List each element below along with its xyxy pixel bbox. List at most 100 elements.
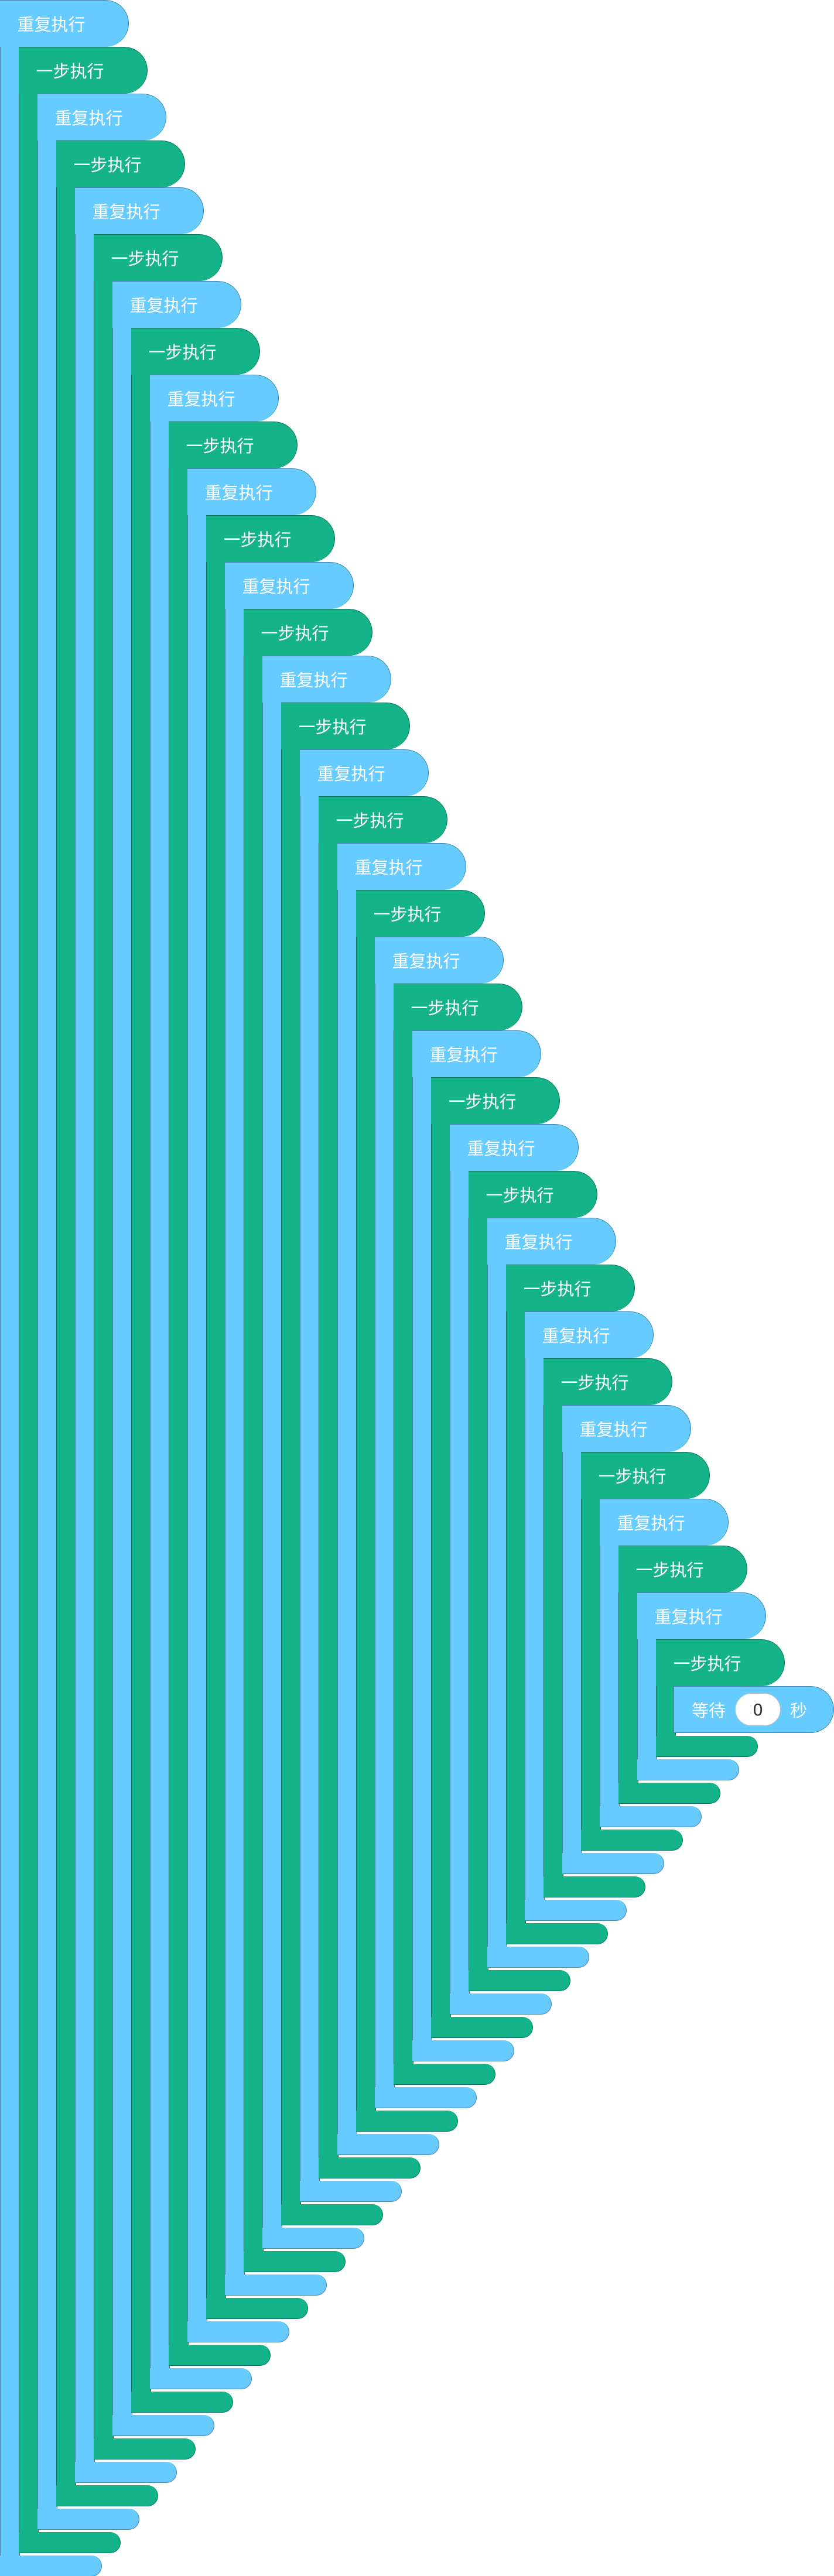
block-bottom-arm xyxy=(562,1852,664,1874)
repeat-block[interactable]: 重复执行 xyxy=(337,842,466,2155)
repeat-block[interactable]: 重复执行 xyxy=(412,1030,541,2061)
step-block-label: 一步执行 xyxy=(580,1451,710,1499)
step-block-label: 一步执行 xyxy=(356,889,485,937)
block-bottom-arm xyxy=(318,2157,421,2178)
repeat-block-label: 重复执行 xyxy=(262,655,391,703)
step-block[interactable]: 一步执行 xyxy=(543,1358,672,1897)
block-bottom-arm xyxy=(224,2274,327,2296)
step-block[interactable]: 一步执行 xyxy=(618,1545,747,1804)
step-block-label: 一步执行 xyxy=(393,983,522,1030)
repeat-block-label: 重复执行 xyxy=(637,1592,766,1639)
step-block-label: 一步执行 xyxy=(131,327,260,375)
step-block[interactable]: 一步执行 xyxy=(393,983,522,2085)
repeat-block[interactable]: 重复执行 xyxy=(112,280,241,2436)
block-bottom-arm xyxy=(487,1946,589,1968)
block-bottom-arm xyxy=(168,2344,271,2366)
repeat-block-label: 重复执行 xyxy=(412,1030,541,1077)
block-bottom-arm xyxy=(281,2204,383,2225)
repeat-block-label: 重复执行 xyxy=(524,1311,654,1358)
block-bottom-arm xyxy=(74,2461,177,2483)
repeat-block-label: 重复执行 xyxy=(74,187,204,234)
step-block[interactable]: 一步执行 xyxy=(93,234,223,2459)
block-bottom-arm xyxy=(112,2414,214,2436)
repeat-block[interactable]: 重复执行 xyxy=(299,749,429,2202)
wait-block[interactable]: 等待 0 秒 xyxy=(674,1686,834,1733)
step-block[interactable]: 一步执行 xyxy=(580,1451,710,1851)
block-bottom-arm xyxy=(599,1806,702,1827)
repeat-block-label: 重复执行 xyxy=(599,1498,729,1546)
step-block-label: 一步执行 xyxy=(618,1545,747,1592)
repeat-block-label: 重复执行 xyxy=(187,468,316,515)
step-block[interactable]: 一步执行 xyxy=(318,796,447,2178)
repeat-block[interactable]: 重复执行 xyxy=(524,1311,654,1921)
block-bottom-arm xyxy=(543,1876,645,1897)
repeat-block[interactable]: 重复执行 xyxy=(562,1405,691,1874)
repeat-block-label: 重复执行 xyxy=(299,749,429,796)
repeat-block-label: 重复执行 xyxy=(374,936,504,984)
repeat-block[interactable]: 重复执行 xyxy=(224,561,354,2296)
block-bottom-arm xyxy=(580,1829,683,1851)
block-bottom-arm xyxy=(206,2297,308,2319)
repeat-block[interactable]: 重复执行 xyxy=(74,187,204,2483)
block-bottom-arm xyxy=(374,2087,477,2108)
step-block[interactable]: 一步执行 xyxy=(206,515,335,2319)
step-block[interactable]: 一步执行 xyxy=(56,140,185,2506)
step-block-label: 一步执行 xyxy=(206,515,335,562)
block-bottom-arm xyxy=(637,1759,739,1780)
block-bottom-arm xyxy=(243,2250,346,2272)
step-block[interactable]: 一步执行 xyxy=(356,889,485,2132)
repeat-block-label: 重复执行 xyxy=(562,1405,691,1452)
step-block-label: 一步执行 xyxy=(18,46,148,94)
step-block-label: 一步执行 xyxy=(655,1639,785,1686)
wait-unit-label: 秒 xyxy=(790,1701,808,1721)
step-block[interactable]: 一步执行 xyxy=(468,1170,597,1991)
repeat-block[interactable]: 重复执行 xyxy=(599,1498,729,1827)
repeat-block-label: 重复执行 xyxy=(37,93,166,141)
step-block[interactable]: 一步执行 xyxy=(655,1639,785,1757)
step-block[interactable]: 一步执行 xyxy=(281,702,410,2225)
block-bottom-arm xyxy=(618,1782,720,1804)
wait-label: 等待 xyxy=(692,1701,726,1721)
step-block-label: 一步执行 xyxy=(168,421,298,468)
block-bottom-arm xyxy=(655,1735,758,1757)
block-bottom-arm xyxy=(356,2110,458,2132)
repeat-block[interactable]: 重复执行 xyxy=(0,0,129,2576)
repeat-block[interactable]: 重复执行 xyxy=(637,1592,766,1780)
block-bottom-arm xyxy=(149,2368,252,2389)
block-bottom-arm xyxy=(449,1993,552,2015)
block-bottom-arm xyxy=(412,2040,514,2061)
repeat-block-label: 重复执行 xyxy=(149,374,279,422)
repeat-block[interactable]: 重复执行 xyxy=(449,1123,579,2015)
step-block[interactable]: 一步执行 xyxy=(168,421,298,2366)
repeat-block[interactable]: 重复执行 xyxy=(149,374,279,2389)
block-bottom-arm xyxy=(18,2532,121,2553)
block-bottom-arm xyxy=(56,2485,158,2506)
repeat-block[interactable]: 重复执行 xyxy=(487,1217,616,1968)
repeat-block-label: 重复执行 xyxy=(449,1123,579,1171)
step-block-label: 一步执行 xyxy=(93,234,223,281)
block-bottom-arm xyxy=(131,2391,233,2413)
block-bottom-arm xyxy=(505,1923,608,1944)
repeat-block[interactable]: 重复执行 xyxy=(187,468,316,2342)
block-bottom-arm xyxy=(524,1899,627,1921)
block-bottom-arm xyxy=(0,2555,102,2576)
step-block[interactable]: 一步执行 xyxy=(18,46,148,2553)
step-block-label: 一步执行 xyxy=(430,1077,560,1124)
repeat-block[interactable]: 重复执行 xyxy=(262,655,391,2249)
step-block[interactable]: 一步执行 xyxy=(243,608,372,2272)
step-block-label: 一步执行 xyxy=(468,1170,597,1218)
block-bottom-arm xyxy=(430,2016,533,2038)
step-block-label: 一步执行 xyxy=(243,608,372,656)
repeat-block[interactable]: 重复执行 xyxy=(37,93,166,2530)
step-block-label: 一步执行 xyxy=(281,702,410,749)
block-bottom-arm xyxy=(37,2508,139,2530)
step-block-label: 一步执行 xyxy=(318,796,447,843)
step-block[interactable]: 一步执行 xyxy=(430,1077,560,2038)
block-bottom-arm xyxy=(262,2227,364,2249)
step-block[interactable]: 一步执行 xyxy=(131,327,260,2413)
block-bottom-arm xyxy=(187,2321,289,2342)
wait-seconds-input[interactable]: 0 xyxy=(735,1693,781,1726)
step-block[interactable]: 一步执行 xyxy=(505,1264,635,1944)
repeat-block[interactable]: 重复执行 xyxy=(374,936,504,2108)
